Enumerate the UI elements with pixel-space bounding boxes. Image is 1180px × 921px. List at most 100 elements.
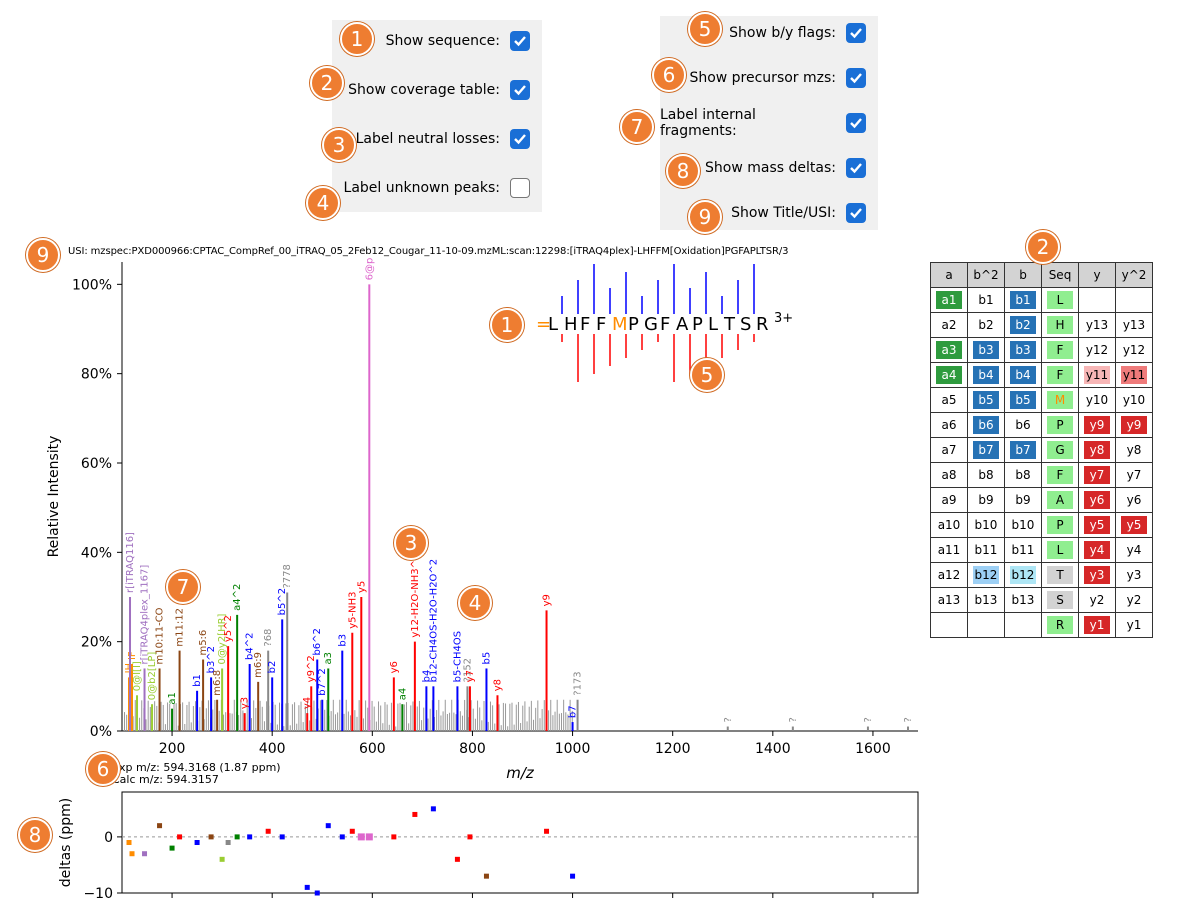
coverage-value: R (1047, 616, 1073, 634)
peak-label: m6:9 (253, 652, 264, 678)
coverage-cell: a2 (930, 312, 968, 338)
sequence-residue: A (676, 314, 689, 335)
left-option-2[interactable]: Label neutral losses: (356, 122, 530, 156)
x-tick-label: 1200 (655, 741, 691, 757)
coverage-value: y1 (1084, 616, 1110, 634)
coverage-cell: y4 (1078, 537, 1116, 563)
y-tick-label: 0% (90, 724, 112, 740)
coverage-value: a1 (936, 291, 962, 309)
coverage-value: y12 (1122, 343, 1146, 357)
delta-point (544, 828, 550, 834)
peak-label: ? (788, 717, 799, 722)
sequence-residue: F (660, 314, 670, 335)
callout-badge-4: 4 (306, 186, 340, 220)
coverage-value: y9 (1084, 416, 1110, 434)
coverage-cell: y7 (1115, 462, 1153, 488)
usi-title: USI: mzspec:PXD000966:CPTAC_CompRef_00_i… (68, 246, 789, 257)
coverage-cell: a9 (930, 487, 968, 513)
delta-point (225, 840, 231, 845)
coverage-value: y10 (1085, 393, 1109, 407)
option-label: Label unknown peaks: (343, 180, 500, 196)
peak-label: b5-CH4OS (452, 631, 463, 682)
coverage-cell: R (1041, 612, 1079, 638)
peak-label: y6 (389, 661, 400, 673)
coverage-cell: G (1041, 437, 1079, 463)
option-label: Show sequence: (385, 33, 500, 49)
coverage-cell (1004, 612, 1042, 638)
option-checkbox[interactable] (846, 113, 866, 133)
coverage-cell: y9 (1115, 412, 1153, 438)
coverage-cell: b7 (967, 437, 1005, 463)
coverage-value (1121, 290, 1147, 308)
x-tick-label: 600 (359, 741, 386, 757)
sequence-residue: P (628, 314, 639, 335)
right-option-0[interactable]: Show b/y flags: (729, 16, 866, 50)
option-checkbox[interactable] (846, 23, 866, 43)
coverage-value: b1 (1010, 291, 1036, 309)
calc-mz: Calc m/z: 594.3157 (112, 773, 219, 786)
delta-point (142, 851, 148, 857)
coverage-cell (967, 612, 1005, 638)
right-option-3[interactable]: Show mass deltas: (705, 151, 866, 185)
peak-label: y9^2 (306, 655, 317, 682)
right-option-1[interactable]: Show precursor mzs: (689, 61, 866, 95)
right-option-2[interactable]: Label internal fragments: (660, 106, 866, 140)
coverage-value: a2 (941, 318, 957, 332)
peak-label: b1 (192, 674, 203, 687)
delta-point (265, 828, 271, 834)
coverage-cell: b9 (1004, 487, 1042, 513)
callout-badge-7: 7 (166, 570, 200, 604)
left-option-1[interactable]: Show coverage table: (348, 73, 530, 107)
coverage-value: b9 (978, 493, 994, 507)
option-checkbox[interactable] (846, 158, 866, 178)
delta-point (570, 873, 576, 879)
left-option-3[interactable]: Label unknown peaks: (344, 171, 530, 205)
sequence-residue: R (756, 314, 769, 335)
delta-y-tick-label: −10 (83, 886, 113, 902)
callout-badge-7: 7 (620, 110, 654, 144)
callout-badge-9: 9 (688, 200, 722, 234)
coverage-header: a (930, 262, 968, 288)
right-option-4[interactable]: Show Title/USI: (731, 196, 866, 230)
peak-label: b7^2 (317, 668, 328, 695)
callout-badge-5: 5 (688, 12, 722, 46)
coverage-header-row: a b^2 b Seq y y^2 (930, 262, 1153, 288)
coverage-cell: a12 (930, 562, 968, 588)
callout-badge-2: 2 (310, 66, 344, 100)
coverage-cell: b12 (967, 562, 1005, 588)
option-checkbox[interactable] (510, 80, 530, 100)
x-tick-label: 1000 (555, 741, 591, 757)
coverage-value: y4 (1084, 541, 1110, 559)
coverage-value: y6 (1084, 491, 1110, 509)
coverage-value: b2 (978, 318, 994, 332)
coverage-cell: a11 (930, 537, 968, 563)
coverage-cell: a1 (930, 287, 968, 313)
coverage-value: y7 (1084, 466, 1110, 484)
sequence-residue: L (708, 314, 718, 335)
coverage-value: a6 (941, 418, 957, 432)
precursor-info: Exp m/z: 594.3168 (1.87 ppm) Calc m/z: 5… (112, 762, 281, 786)
x-tick-label: 200 (159, 741, 186, 757)
callout-badge-6: 6 (86, 752, 120, 786)
option-checkbox[interactable] (510, 129, 530, 149)
coverage-cell: y2 (1115, 587, 1153, 613)
delta-point (314, 890, 320, 896)
coverage-value: S (1047, 591, 1073, 609)
coverage-cell: b11 (967, 537, 1005, 563)
delta-point (126, 840, 132, 845)
delta-point (208, 834, 214, 840)
option-checkbox[interactable] (510, 31, 530, 51)
option-checkbox[interactable] (846, 203, 866, 223)
delta-point (177, 834, 183, 840)
option-checkbox[interactable] (510, 178, 530, 198)
coverage-cell: y6 (1078, 487, 1116, 513)
coverage-value: b6 (973, 416, 999, 434)
option-checkbox[interactable] (846, 68, 866, 88)
coverage-value: L (1047, 291, 1073, 309)
coverage-cell: L (1041, 537, 1079, 563)
left-option-0[interactable]: Show sequence: (386, 24, 530, 58)
coverage-cell: y8 (1115, 437, 1153, 463)
